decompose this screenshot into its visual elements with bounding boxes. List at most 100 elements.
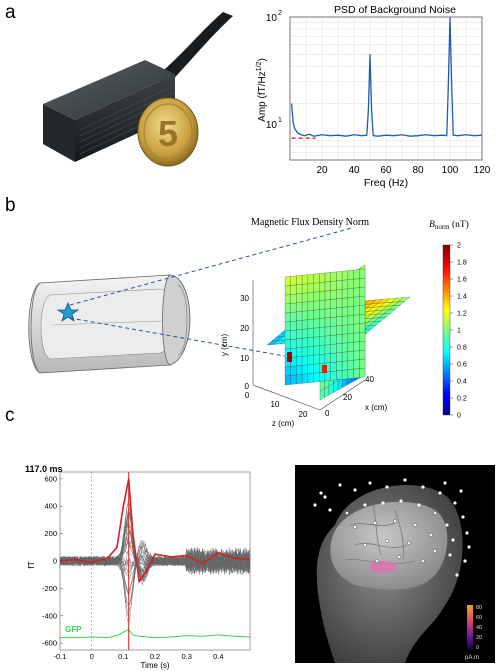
butterfly-xtick-label: 0 <box>90 652 94 661</box>
sensor-cable <box>155 12 233 86</box>
butterfly-ytick-label: -400 <box>42 611 57 620</box>
butterfly-ylabel: fT <box>26 561 36 569</box>
butterfly-ytick-label: -200 <box>42 584 57 593</box>
psd-ylabel: Amp (fT/Hz1/2) <box>256 58 268 122</box>
highlighted-trace <box>59 478 251 584</box>
colorbar-tick-label: 0 <box>457 413 461 420</box>
colorbar-tick-label: 2 <box>457 243 461 250</box>
sensor-dot <box>338 483 342 487</box>
panel-letter-c: c <box>5 405 15 426</box>
svg-text:0: 0 <box>245 391 250 400</box>
colorbar-ticks: 2 1.8 1.6 1.4 1.2 1 0.8 0.6 0.4 0.2 0 <box>450 243 467 420</box>
psd-ytick-top-exp: 2 <box>278 10 282 17</box>
colorbar-tick-label: 1.4 <box>457 294 467 301</box>
sensor-dot <box>453 501 457 505</box>
sensor-dot <box>467 545 471 549</box>
butterfly-ytick-label: -600 <box>42 639 57 648</box>
sensor-dot <box>421 485 425 489</box>
sensor-traces <box>59 501 251 624</box>
colorbar-tick-label: 1 <box>457 328 461 335</box>
psd-series <box>290 16 483 139</box>
panel-letter-b: b <box>5 195 16 216</box>
psd-grid <box>290 17 482 160</box>
sensor-dots <box>313 478 471 577</box>
psd-series-line <box>290 16 483 137</box>
psd-xtick-label: 40 <box>348 165 360 176</box>
field-zticks: 0 10 20 <box>245 391 308 419</box>
psd-xtick-label: 120 <box>474 165 491 176</box>
butterfly-xlabel: Time (s) <box>140 661 169 670</box>
panel-letter-a: a <box>5 2 16 23</box>
colorbar-label: Bnorm (nT) <box>429 219 469 231</box>
sensor-dot <box>403 478 407 482</box>
pam-tick-label: 40 <box>476 625 482 631</box>
sensor-dot <box>323 495 327 499</box>
svg-text:10: 10 <box>240 354 249 363</box>
colorbar-tick-label: 0.2 <box>457 396 467 403</box>
sensor-dot <box>461 515 465 519</box>
sensor-dot <box>451 538 455 542</box>
shield-cylinder <box>28 274 191 374</box>
butterfly-yticks: 600 400 200 0 -200 -400 -600 <box>42 474 63 648</box>
sensor-dot <box>345 511 349 515</box>
colorbar-tick-label: 0.4 <box>457 379 467 386</box>
sensor-dot <box>363 543 367 547</box>
sensor-dot <box>328 508 332 512</box>
colorbar-tick-label: 1.6 <box>457 277 467 284</box>
sensor-dot <box>417 503 421 507</box>
sensor-dot <box>455 573 459 577</box>
gfp-label: GFP <box>65 625 82 634</box>
sensor-dot <box>465 531 469 535</box>
svg-text:40: 40 <box>365 375 374 384</box>
sensor-dot <box>368 481 372 485</box>
colorbar-tick-label: 1.2 <box>457 311 467 318</box>
butterfly-ytick-label: 400 <box>44 502 57 511</box>
activation-hotspot <box>369 561 397 573</box>
svg-text:20: 20 <box>343 393 352 402</box>
pam-tick-label: 20 <box>476 635 482 641</box>
butterfly-xtick-label: 0.4 <box>213 652 223 661</box>
psd-ytick-top: 10 <box>266 13 278 24</box>
field-hotspot <box>322 365 327 373</box>
source-star-icon <box>56 301 80 322</box>
timestamp-label: 117.0 ms <box>25 464 63 474</box>
sensor-dot <box>319 491 323 495</box>
psd-plot-area <box>289 16 483 161</box>
pam-tick-label: 0 <box>476 645 479 651</box>
colorbar-gradient <box>442 244 451 416</box>
butterfly-ytick-label: 200 <box>44 529 57 538</box>
sensor-dot <box>433 511 437 515</box>
sensor-dot <box>438 491 442 495</box>
pam-tick-label: 60 <box>476 615 482 621</box>
brain-render: 80 60 40 20 0 pA.m <box>295 465 495 663</box>
svg-text:30: 30 <box>240 294 249 303</box>
psd-xtick-label: 20 <box>316 165 328 176</box>
colorbar-tick-label: 0.8 <box>457 345 467 352</box>
field-z-label: z (cm) <box>272 419 295 428</box>
gfp-trace <box>60 628 251 639</box>
butterfly-xtick-label: -0.1 <box>54 652 67 661</box>
sensor-dot <box>381 501 385 505</box>
svg-text:0: 0 <box>325 409 330 418</box>
svg-text:20: 20 <box>299 410 308 419</box>
psd-title: PSD of Background Noise <box>334 4 456 16</box>
sensor-dot <box>373 521 377 525</box>
field-title: Magnetic Flux Density Norm <box>251 217 369 228</box>
pam-colorbar <box>467 605 473 649</box>
colorbar-tick-label: 0.6 <box>457 362 467 369</box>
field-planes <box>266 264 411 401</box>
psd-ytick-bottom: 10 <box>266 120 278 131</box>
butterfly-ytick-label: 0 <box>53 557 57 566</box>
sensor-dot <box>363 503 367 507</box>
psd-xtick-label: 100 <box>442 165 459 176</box>
field-plane-vertical-yz <box>284 268 366 386</box>
field-colorbar: Bnorm (nT) 2 1.8 1.6 1.4 1.2 1 0.8 0.6 0.4 0.2 0 <box>429 219 469 420</box>
pam-tick-label: 80 <box>476 605 482 611</box>
sensor-dot <box>448 553 452 557</box>
coin: 5 <box>137 97 199 167</box>
sensor-dot <box>393 519 397 523</box>
butterfly-xtick-label: 0.2 <box>150 652 160 661</box>
butterfly-traces <box>59 472 251 650</box>
sensor-dot <box>375 559 379 563</box>
sensor-box <box>43 60 175 162</box>
